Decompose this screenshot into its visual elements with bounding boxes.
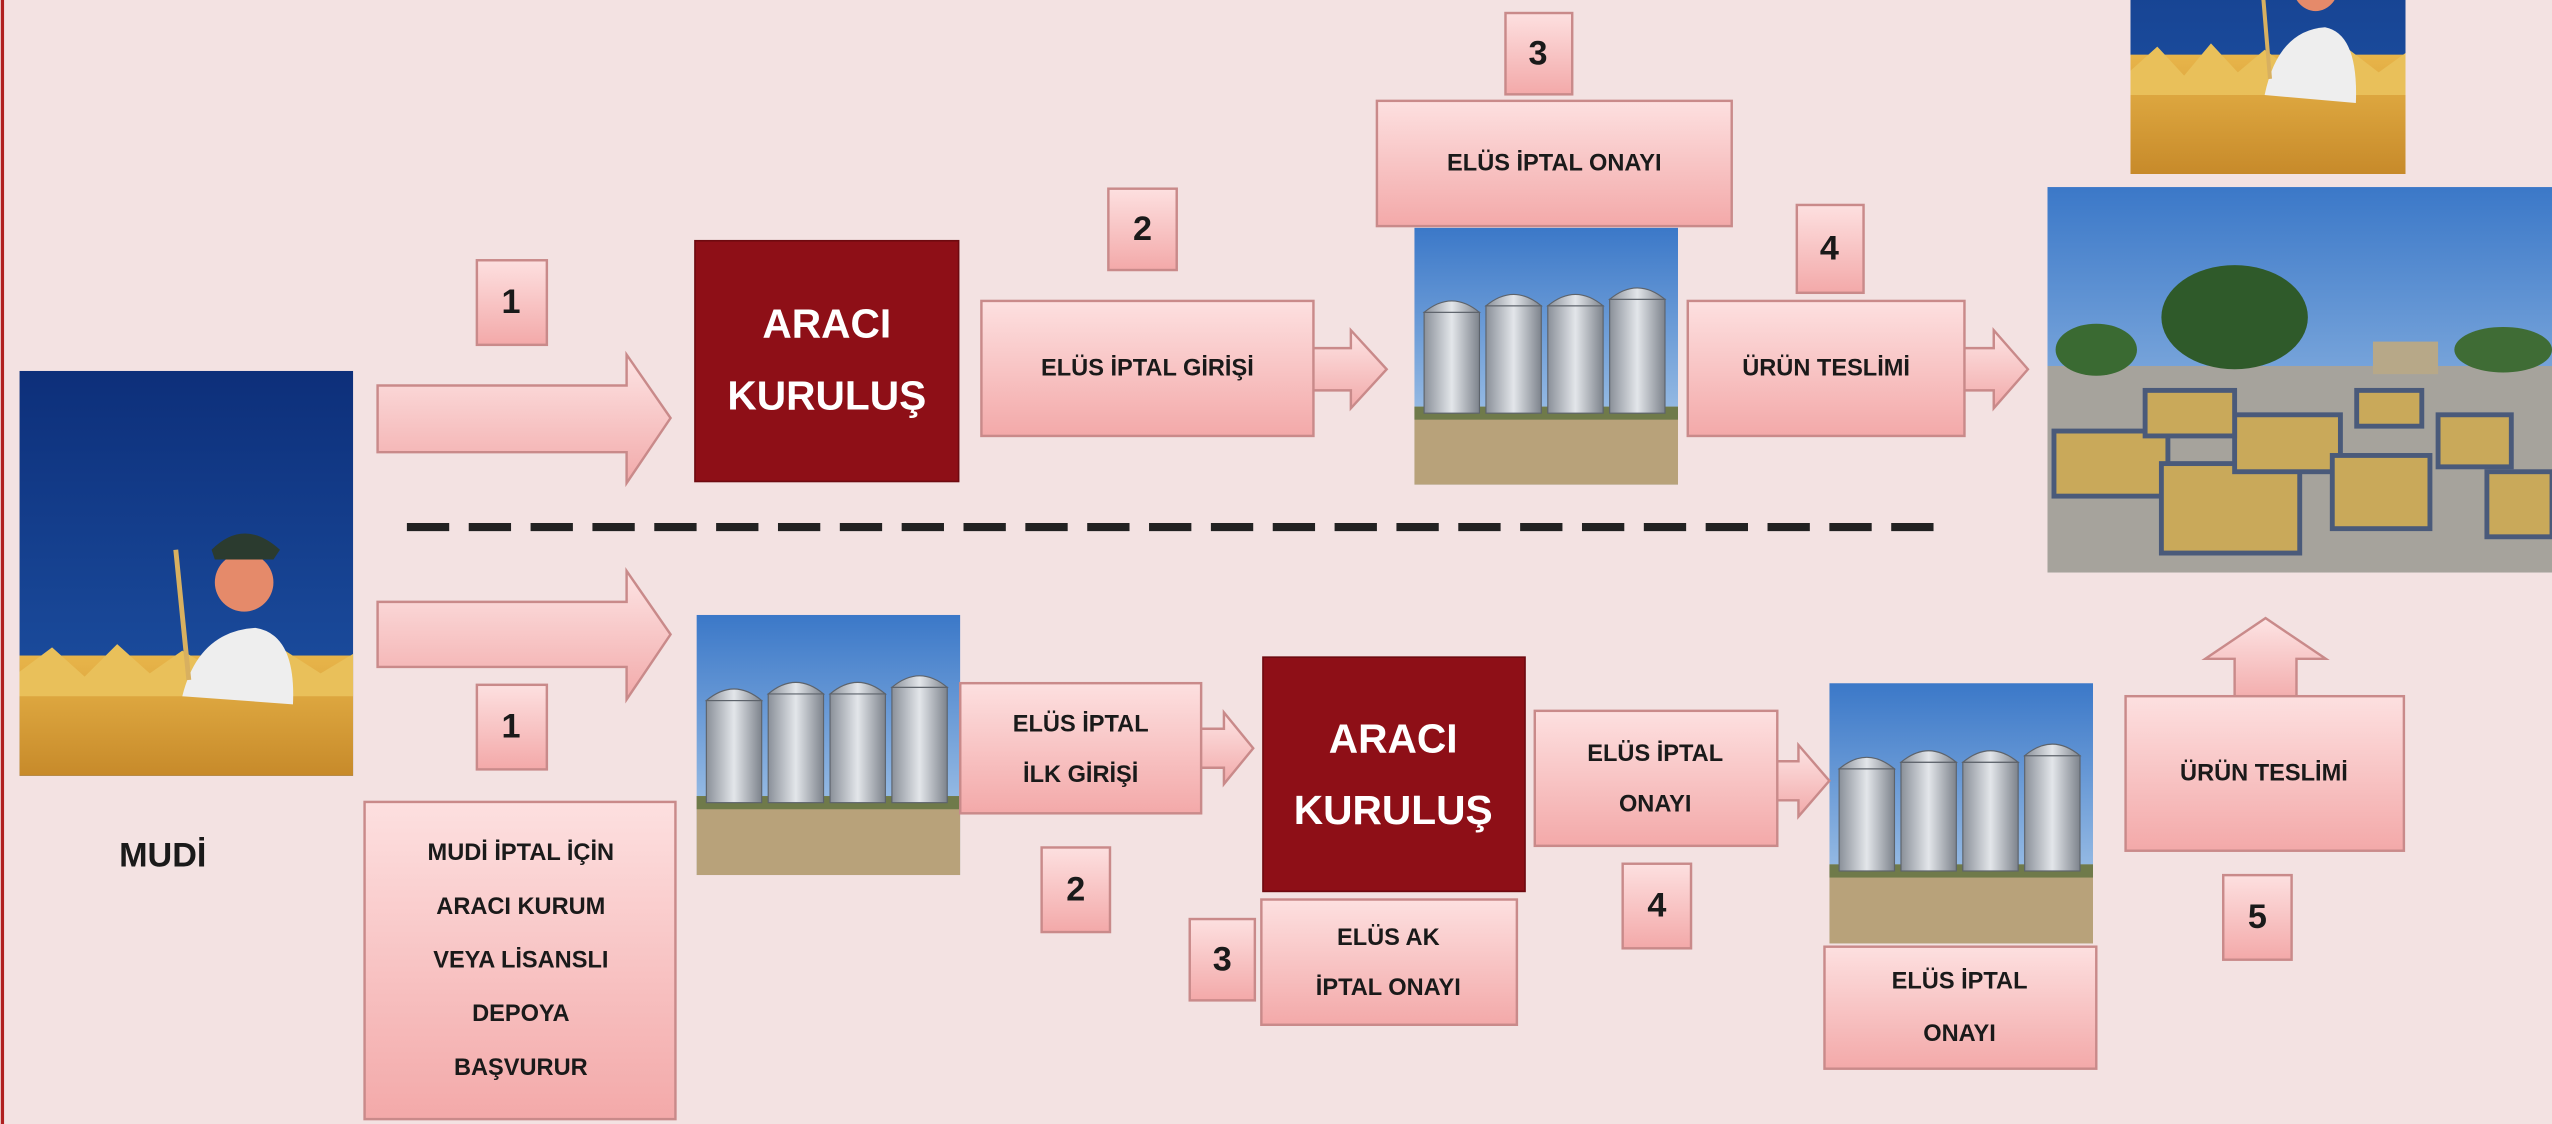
actor-label: MUDİ xyxy=(119,836,206,874)
intermediary-label: KURULUŞ xyxy=(727,372,926,418)
step-label: MUDİ İPTAL İÇİN xyxy=(428,839,614,865)
intermediary-label: ARACI xyxy=(1329,715,1458,761)
farmer-photo xyxy=(20,371,354,776)
step-label: ONAYI xyxy=(1923,1020,1996,1046)
step-label: ELÜS İPTAL GİRİŞİ xyxy=(1041,354,1254,380)
step-number: 3 xyxy=(1213,940,1232,978)
step-label: BAŞVURUR xyxy=(454,1054,588,1080)
silo-photo xyxy=(697,615,961,875)
step-box xyxy=(1261,900,1517,1025)
intermediary-box xyxy=(1263,657,1525,891)
step-label: ELÜS İPTAL xyxy=(1892,968,2028,994)
step-number: 4 xyxy=(1820,230,1839,268)
step-number: 1 xyxy=(502,708,521,746)
step-number: 1 xyxy=(502,283,521,321)
step-label: İPTAL ONAYI xyxy=(1316,974,1461,1000)
diagram: MUDİ 1 ARACI KURULUŞ 2 ELÜS İPTAL GİRİŞİ… xyxy=(0,0,2552,1124)
step-label: ELÜS İPTAL xyxy=(1587,740,1723,766)
step-number: 5 xyxy=(2248,898,2267,936)
silo-photo xyxy=(1829,683,2093,943)
silo-photo xyxy=(1414,228,1678,485)
step-box xyxy=(1824,947,2096,1069)
step-number: 2 xyxy=(1133,210,1152,248)
step-label: DEPOYA xyxy=(472,1000,569,1026)
step-label: VEYA LİSANSLI xyxy=(433,947,608,973)
step-box xyxy=(1535,711,1778,846)
step-label: ARACI KURUM xyxy=(436,893,605,919)
step-box xyxy=(960,683,1201,813)
farmer-photo xyxy=(2130,0,2405,174)
step-label: İLK GİRİŞİ xyxy=(1023,761,1138,787)
step-label: ELÜS İPTAL xyxy=(1013,711,1149,737)
step-number: 4 xyxy=(1647,887,1666,925)
step-label: ÜRÜN TESLİMİ xyxy=(1742,354,1910,380)
intermediary-label: ARACI xyxy=(762,301,891,347)
intermediary-box xyxy=(695,241,959,482)
step-label: ELÜS AK xyxy=(1337,924,1440,950)
step-number: 3 xyxy=(1529,34,1548,72)
step-label: ÜRÜN TESLİMİ xyxy=(2180,760,2348,786)
step-label: ELÜS İPTAL ONAYI xyxy=(1447,150,1661,176)
trucks-photo xyxy=(2047,187,2552,573)
step-label: ONAYI xyxy=(1619,790,1692,816)
intermediary-label: KURULUŞ xyxy=(1294,787,1493,833)
step-number: 2 xyxy=(1066,870,1085,908)
